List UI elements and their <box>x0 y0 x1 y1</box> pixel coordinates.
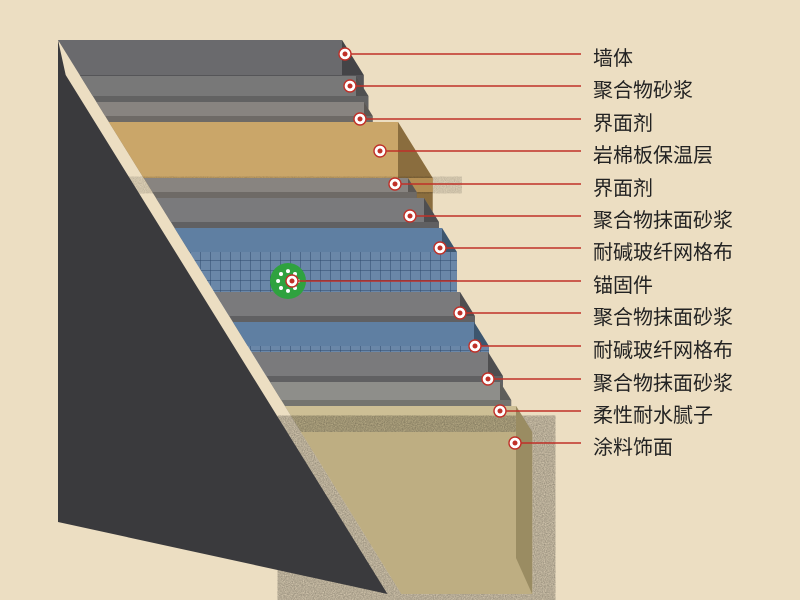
layer-label: 界面剂 <box>593 107 653 136</box>
layer-label: 柔性耐水腻子 <box>593 399 713 428</box>
layer-label: 聚合物抹面砂浆 <box>593 204 733 233</box>
labels-container: 墙体聚合物砂浆界面剂岩棉板保温层界面剂聚合物抹面砂浆耐碱玻纤网格布锚固件聚合物抹… <box>0 0 800 600</box>
layer-label: 聚合物抹面砂浆 <box>593 301 733 330</box>
layer-label: 耐碱玻纤网格布 <box>593 334 733 363</box>
layer-label: 锚固件 <box>593 269 653 298</box>
layer-label: 界面剂 <box>593 172 653 201</box>
layer-label: 聚合物砂浆 <box>593 74 693 103</box>
layer-label: 聚合物抹面砂浆 <box>593 367 733 396</box>
layer-label: 涂料饰面 <box>593 431 673 460</box>
layer-label: 耐碱玻纤网格布 <box>593 236 733 265</box>
layer-label: 岩棉板保温层 <box>593 139 713 168</box>
layer-label: 墙体 <box>593 42 633 71</box>
